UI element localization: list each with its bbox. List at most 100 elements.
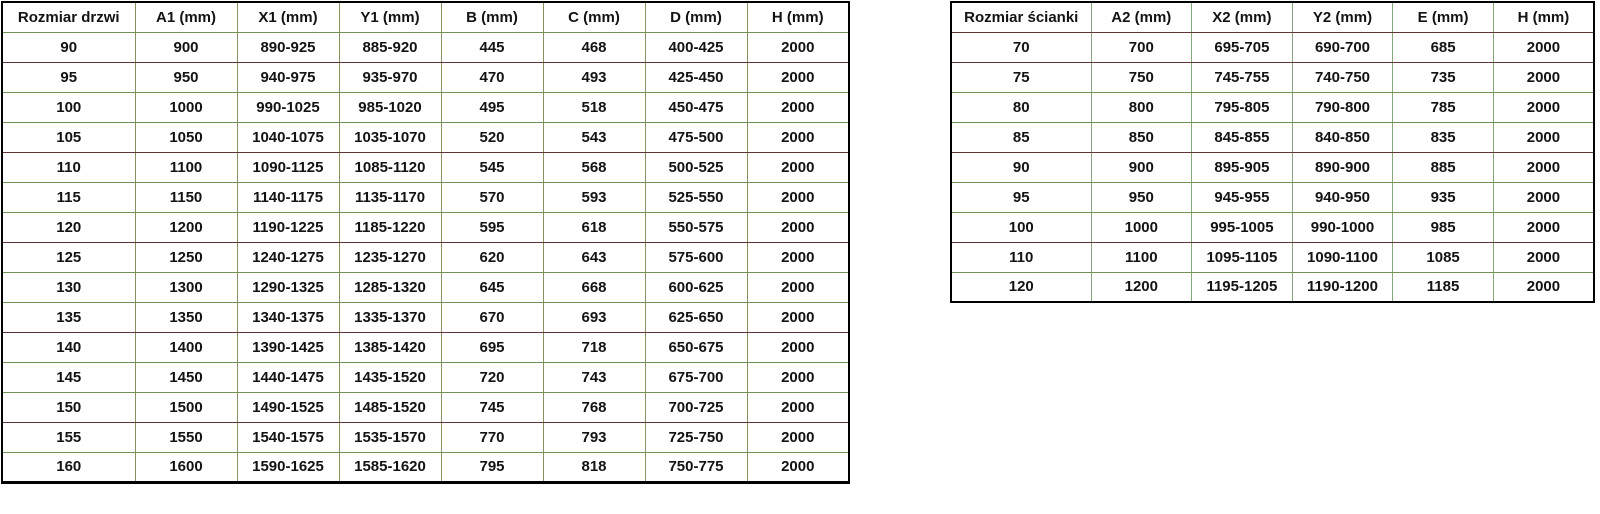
- table-cell: 1540-1575: [236, 422, 339, 453]
- column-header: A1 (mm): [134, 2, 237, 33]
- table-cell: 890-900: [1291, 152, 1393, 183]
- table-row: 95 950 940-975 935-970 470 493 425-450 2000: [2, 62, 849, 93]
- table-cell: 745-755: [1191, 62, 1293, 93]
- table-cell: 100: [2, 92, 135, 123]
- table-cell: 135: [2, 302, 135, 333]
- table-cell: 885: [1392, 152, 1494, 183]
- wall-table-header-row: Rozmiar ścianki A2 (mm) X2 (mm) Y2 (mm) E (m…: [951, 2, 1594, 33]
- table-cell: 743: [542, 362, 645, 393]
- table-cell: 985-1020: [338, 92, 441, 123]
- table-cell: 1340-1375: [236, 302, 339, 333]
- table-cell: 500-525: [644, 152, 747, 183]
- table-cell: 2000: [746, 452, 849, 482]
- table-cell: 785: [1392, 92, 1494, 123]
- table-cell: 570: [440, 182, 543, 213]
- table-cell: 768: [542, 392, 645, 423]
- table-cell: 1150: [134, 182, 237, 213]
- table-cell: 1335-1370: [338, 302, 441, 333]
- table-cell: 1090-1100: [1291, 242, 1393, 273]
- table-cell: 1500: [134, 392, 237, 423]
- table-cell: 493: [542, 62, 645, 93]
- table-row: 120 1200 1190-1225 1185-1220 595 618 550-575 20…: [2, 212, 849, 243]
- table-cell: 1000: [1090, 212, 1192, 243]
- table-cell: 1485-1520: [338, 392, 441, 423]
- table-cell: 790-800: [1291, 92, 1393, 123]
- table-row: 105 1050 1040-1075 1035-1070 520 543 475-500 20…: [2, 122, 849, 153]
- table-cell: 525-550: [644, 182, 747, 213]
- table-cell: 1300: [134, 272, 237, 303]
- table-row: 80 800 795-805 790-800 785 2000: [951, 92, 1594, 123]
- table-cell: 1390-1425: [236, 332, 339, 363]
- table-cell: 643: [542, 242, 645, 273]
- table-row: 140 1400 1390-1425 1385-1420 695 718 650-675 20…: [2, 332, 849, 363]
- table-cell: 900: [134, 32, 237, 63]
- table-cell: 1240-1275: [236, 242, 339, 273]
- table-cell: 90: [951, 152, 1091, 183]
- table-cell: 1585-1620: [338, 452, 441, 482]
- table-cell: 1000: [134, 92, 237, 123]
- table-cell: 2000: [746, 242, 849, 273]
- table-cell: 1535-1570: [338, 422, 441, 453]
- table-cell: 2000: [746, 272, 849, 303]
- table-cell: 160: [56, 458, 82, 475]
- table-cell: 1040-1075: [236, 122, 339, 153]
- table-cell: 568: [542, 152, 645, 183]
- table-cell: 668: [542, 272, 645, 303]
- table-cell: 495: [440, 92, 543, 123]
- table-cell: 740-750: [1291, 62, 1393, 93]
- table-cell: 1285-1320: [338, 272, 441, 303]
- table-cell: 800: [1090, 92, 1192, 123]
- table-cell: 125: [2, 242, 135, 273]
- column-header: X1 (mm): [236, 2, 339, 33]
- door-size-table: Rozmiar drzwi A1 (mm) X1 (mm) Y1 (mm) B (mm)…: [1, 1, 850, 484]
- table-row: 100 1000 995-1005 990-1000 985 2000: [951, 212, 1594, 243]
- table-cell: 618: [542, 212, 645, 243]
- table-cell: 2000: [1492, 32, 1594, 63]
- column-header: B (mm): [440, 2, 543, 33]
- table-cell: 1195-1205: [1191, 272, 1293, 302]
- table-row: 75 750 745-755 740-750 735 2000: [951, 62, 1594, 93]
- table-cell: 2000: [1492, 122, 1594, 153]
- table-cell: 1200: [1090, 272, 1192, 302]
- wall-size-table: Rozmiar ścianki A2 (mm) X2 (mm) Y2 (mm) E (m…: [950, 1, 1595, 303]
- table-row: 155 1550 1540-1575 1535-1570 770 793 725-750 20…: [2, 422, 849, 453]
- column-header: Rozmiar drzwi: [2, 2, 135, 33]
- table-cell: 985: [1392, 212, 1494, 243]
- table-cell: 70: [951, 32, 1091, 63]
- column-header: E (mm): [1392, 2, 1494, 33]
- table-cell: 155: [2, 422, 135, 453]
- table-cell: 2000: [746, 152, 849, 183]
- table-row: 120 1200 1195-1205 1190-1200 1185 2000: [951, 272, 1594, 302]
- table-cell: 700: [1090, 32, 1192, 63]
- table-cell: 990-1025: [236, 92, 339, 123]
- table-cell: 80: [951, 92, 1091, 123]
- table-cell: 468: [542, 32, 645, 63]
- table-cell: 470: [440, 62, 543, 93]
- table-cell: 450-475: [644, 92, 747, 123]
- table-cell: 2000: [746, 62, 849, 93]
- table-cell: 105: [2, 122, 135, 153]
- door-table-header-row: Rozmiar drzwi A1 (mm) X1 (mm) Y1 (mm) B (mm)…: [2, 2, 849, 33]
- table-row: 145 1450 1440-1475 1435-1520 720 743 675-700 20…: [2, 362, 849, 393]
- table-cell: 2000: [746, 392, 849, 423]
- table-cell: 770: [440, 422, 543, 453]
- table-cell: 140: [2, 332, 135, 363]
- table-cell: 945-955: [1191, 182, 1293, 213]
- table-cell: 940-975: [236, 62, 339, 93]
- table-cell: 845-855: [1191, 122, 1293, 153]
- table-cell: 675-700: [644, 362, 747, 393]
- table-cell: 685: [1392, 32, 1494, 63]
- table-cell: 2000: [1492, 272, 1594, 302]
- table-cell: 2000: [746, 122, 849, 153]
- table-cell: 1440-1475: [236, 362, 339, 393]
- column-header: X2 (mm): [1191, 2, 1293, 33]
- table-cell: 1095-1105: [1191, 242, 1293, 273]
- table-cell: 2000: [1492, 182, 1594, 213]
- table-cell: 2000: [746, 92, 849, 123]
- table-cell: 718: [542, 332, 645, 363]
- table-cell: 1290-1325: [236, 272, 339, 303]
- table-cell: 750: [1090, 62, 1192, 93]
- column-header: Y1 (mm): [338, 2, 441, 33]
- table-cell: 2000: [746, 332, 849, 363]
- table-row: 130 1300 1290-1325 1285-1320 645 668 600-625 20…: [2, 272, 849, 303]
